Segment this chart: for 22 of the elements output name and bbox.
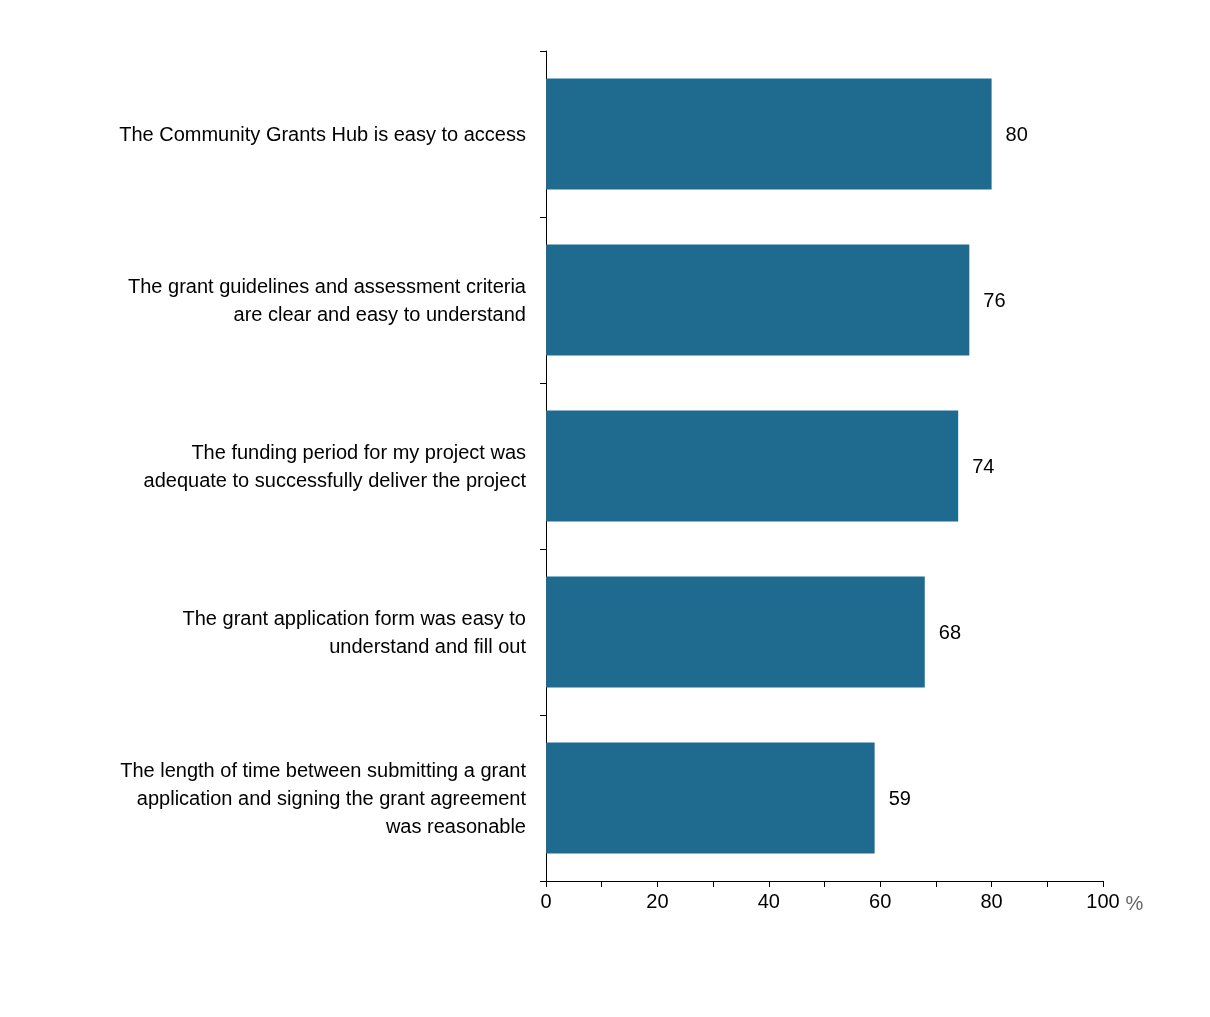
y-tick-label: The funding period for my project was adequate to successfully deliver the project — [143, 441, 527, 491]
x-axis-title: % — [1125, 892, 1144, 914]
data-label: 59 — [888, 787, 911, 809]
x-tick-label: 0 — [540, 890, 552, 912]
data-label: 80 — [1005, 123, 1028, 145]
bar — [546, 410, 959, 522]
data-label: 76 — [983, 289, 1006, 311]
x-tick-label: 20 — [646, 890, 669, 912]
x-tick-label: 100 — [1086, 890, 1120, 912]
bar — [546, 78, 992, 190]
y-tick-label: The grant application form was easy to understand and fill out — [182, 607, 527, 657]
x-tick-label: 40 — [757, 890, 780, 912]
x-tick-label: 80 — [980, 890, 1003, 912]
y-tick-label: The grant guidelines and assessment criteria are clear and easy to understand — [128, 275, 527, 325]
bar — [546, 244, 970, 356]
data-label: 74 — [972, 455, 995, 477]
x-tick-label: 60 — [869, 890, 892, 912]
y-tick-label: The length of time between submitting a grant application and signing the grant agreement was reasonable — [120, 759, 527, 837]
bar — [546, 576, 925, 688]
data-label: 68 — [938, 621, 962, 643]
y-tick-label: The Community Grants Hub is easy to access — [119, 123, 526, 145]
bar — [546, 742, 875, 854]
